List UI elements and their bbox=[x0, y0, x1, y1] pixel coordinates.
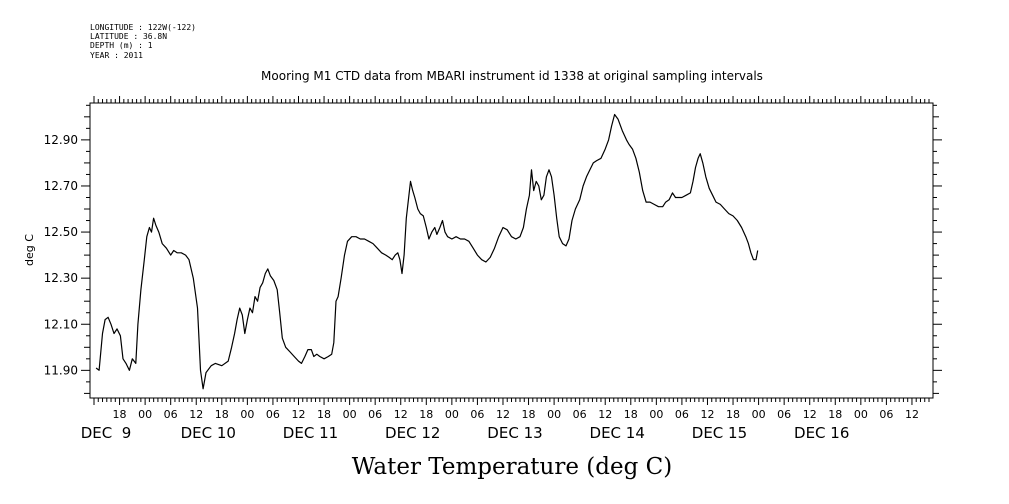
ticks bbox=[81, 96, 942, 405]
x-hour-label: 06 bbox=[470, 408, 484, 421]
chart-title: Mooring M1 CTD data from MBARI instrumen… bbox=[261, 69, 763, 83]
x-hour-label: 12 bbox=[291, 408, 305, 421]
x-hour-label: 06 bbox=[879, 408, 893, 421]
y-tick-label: 12.50 bbox=[44, 225, 78, 239]
x-hour-label: 00 bbox=[138, 408, 152, 421]
x-hour-label: 06 bbox=[266, 408, 280, 421]
x-day-label: DEC 16 bbox=[794, 424, 849, 442]
tick-labels: 11.90 12.10 12.30 12.50 12.70 12.90 18 00 06 12 18… bbox=[44, 133, 919, 442]
x-hour-label: 06 bbox=[777, 408, 791, 421]
plot-frame bbox=[89, 102, 934, 399]
series-line-0 bbox=[95, 113, 759, 390]
axes bbox=[89, 102, 934, 399]
y-tick-label: 11.90 bbox=[44, 363, 78, 377]
x-hour-label: 00 bbox=[649, 408, 663, 421]
x-hour-label: 12 bbox=[394, 408, 408, 421]
x-hour-label: 18 bbox=[522, 408, 536, 421]
meta-longitude: LONGITUDE : 122W(-122) bbox=[90, 23, 196, 32]
meta-depth: DEPTH (m) : 1 bbox=[90, 41, 153, 50]
x-day-label: DEC 11 bbox=[283, 424, 338, 442]
x-hour-label: 00 bbox=[445, 408, 459, 421]
x-day-label: DEC 14 bbox=[590, 424, 645, 442]
x-hour-label: 12 bbox=[496, 408, 510, 421]
y-tick-label: 12.30 bbox=[44, 271, 78, 285]
y-tick-label: 12.70 bbox=[44, 179, 78, 193]
x-hour-label: 18 bbox=[419, 408, 433, 421]
x-day-label: DEC 13 bbox=[487, 424, 542, 442]
x-hour-label: 06 bbox=[675, 408, 689, 421]
x-day-label: DEC 9 bbox=[81, 424, 132, 442]
x-day-label: DEC 15 bbox=[692, 424, 747, 442]
x-hour-label: 12 bbox=[189, 408, 203, 421]
x-hour-label: 06 bbox=[164, 408, 178, 421]
series-area bbox=[95, 113, 759, 390]
metadata-block: LONGITUDE : 122W(-122) LATITUDE : 36.8N … bbox=[90, 23, 196, 60]
x-hour-label: 00 bbox=[854, 408, 868, 421]
x-hour-label: 18 bbox=[113, 408, 127, 421]
x-hour-label: 00 bbox=[547, 408, 561, 421]
x-hour-label: 06 bbox=[368, 408, 382, 421]
x-day-label: DEC 10 bbox=[181, 424, 236, 442]
meta-latitude: LATITUDE : 36.8N bbox=[90, 32, 167, 41]
x-hour-label: 00 bbox=[343, 408, 357, 421]
x-hour-label: 18 bbox=[726, 408, 740, 421]
x-hour-label: 12 bbox=[905, 408, 919, 421]
x-hour-label: 12 bbox=[598, 408, 612, 421]
x-hour-label: 00 bbox=[752, 408, 766, 421]
x-hour-label: 00 bbox=[240, 408, 254, 421]
x-hour-label: 12 bbox=[803, 408, 817, 421]
x-hour-label: 18 bbox=[215, 408, 229, 421]
meta-year: YEAR : 2011 bbox=[90, 51, 143, 60]
y-tick-label: 12.90 bbox=[44, 133, 78, 147]
y-tick-label: 12.10 bbox=[44, 317, 78, 331]
x-hour-label: 18 bbox=[828, 408, 842, 421]
x-hour-label: 12 bbox=[700, 408, 714, 421]
x-hour-label: 18 bbox=[317, 408, 331, 421]
x-hour-label: 06 bbox=[573, 408, 587, 421]
x-axis-label: Water Temperature (deg C) bbox=[352, 454, 672, 480]
x-day-label: DEC 12 bbox=[385, 424, 440, 442]
y-axis-label: deg C bbox=[23, 234, 36, 266]
x-hour-label: 18 bbox=[624, 408, 638, 421]
